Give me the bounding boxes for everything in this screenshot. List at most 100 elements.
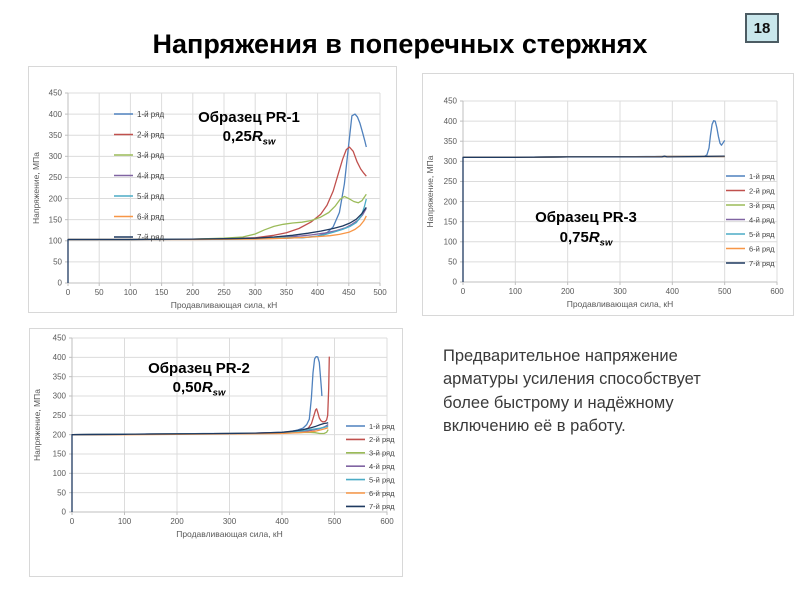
- svg-text:0: 0: [66, 288, 71, 297]
- chart-svg: 0 100 200 300 400 500 600 0 50 100 150 200 250 300 350…: [425, 97, 785, 309]
- svg-text:250: 250: [49, 173, 63, 182]
- svg-text:1-й ряд: 1-й ряд: [369, 422, 395, 431]
- svg-text:4-й ряд: 4-й ряд: [369, 462, 395, 471]
- chart-overlay-subtitle: 0,75Rsw: [560, 229, 613, 249]
- series-1-й ряд: [463, 120, 726, 158]
- chart-pr1: 0 50 100 150 200 250 300 350 400 450 500 0 50 100 150 2…: [28, 66, 397, 313]
- chart-overlay-subtitle: 0,25Rsw: [223, 128, 276, 148]
- x-axis-title: Продавливающая сила, кН: [171, 300, 278, 310]
- series-1-й ряд: [68, 113, 367, 241]
- chart-pr2: 0 100 200 300 400 500 600 0 50 100 150 200 250 300 350…: [29, 328, 403, 577]
- svg-text:100: 100: [444, 237, 458, 246]
- svg-text:400: 400: [444, 117, 458, 126]
- svg-text:300: 300: [49, 152, 63, 161]
- svg-text:300: 300: [613, 287, 627, 296]
- chart-overlay-title: Образец PR-3: [535, 209, 637, 226]
- svg-text:350: 350: [444, 137, 458, 146]
- svg-text:400: 400: [666, 287, 680, 296]
- svg-text:2-й ряд: 2-й ряд: [137, 130, 164, 139]
- chart-overlay-subtitle: 0,50Rsw: [173, 379, 226, 399]
- svg-text:3-й ряд: 3-й ряд: [137, 151, 164, 160]
- svg-text:450: 450: [342, 288, 356, 297]
- svg-text:450: 450: [49, 89, 63, 98]
- svg-text:1-й ряд: 1-й ряд: [749, 172, 775, 181]
- svg-text:4-й ряд: 4-й ряд: [749, 215, 775, 224]
- svg-text:2-й ряд: 2-й ряд: [369, 435, 395, 444]
- svg-text:500: 500: [328, 517, 342, 526]
- series-lines: [462, 120, 726, 282]
- legend: 1-й ряд 2-й ряд 3-й ряд 4-й ряд 5-й ряд 6-й р…: [726, 172, 775, 268]
- svg-text:200: 200: [49, 194, 63, 203]
- svg-text:200: 200: [170, 517, 184, 526]
- svg-text:6-й ряд: 6-й ряд: [137, 212, 164, 221]
- chart-overlay-title: Образец PR-2: [148, 360, 250, 377]
- svg-text:0: 0: [62, 508, 67, 517]
- svg-text:300: 300: [53, 392, 67, 401]
- svg-text:4-й ряд: 4-й ряд: [137, 171, 164, 180]
- svg-text:0: 0: [58, 279, 63, 288]
- series-3-й ряд: [68, 193, 367, 241]
- svg-text:250: 250: [53, 411, 67, 420]
- svg-text:200: 200: [444, 197, 458, 206]
- svg-text:500: 500: [373, 288, 387, 297]
- svg-text:300: 300: [223, 517, 237, 526]
- svg-text:7-й ряд: 7-й ряд: [369, 502, 395, 511]
- x-axis-title: Продавливающая сила, кН: [176, 529, 283, 539]
- svg-text:450: 450: [444, 97, 458, 106]
- note-line: включению её в работу.: [443, 417, 626, 436]
- svg-text:6-й ряд: 6-й ряд: [749, 244, 775, 253]
- svg-text:100: 100: [118, 517, 132, 526]
- svg-text:500: 500: [718, 287, 732, 296]
- legend: 1-й ряд 2-й ряд 3-й ряд 4-й ряд 5-й ряд 6-й р…: [346, 422, 395, 511]
- svg-text:5-й ряд: 5-й ряд: [137, 192, 164, 201]
- svg-text:350: 350: [280, 288, 294, 297]
- svg-text:50: 50: [448, 258, 457, 267]
- svg-text:7-й ряд: 7-й ряд: [137, 233, 164, 242]
- svg-text:250: 250: [444, 177, 458, 186]
- note-text: Предварительное напряжение арматуры усил…: [443, 345, 783, 439]
- svg-text:6-й ряд: 6-й ряд: [369, 489, 395, 498]
- svg-text:3-й ряд: 3-й ряд: [749, 201, 775, 210]
- svg-text:50: 50: [57, 488, 66, 497]
- svg-text:200: 200: [561, 287, 575, 296]
- chart-svg: 0 50 100 150 200 250 300 350 400 450 500 0 50 100 150 2…: [31, 89, 388, 310]
- y-axis-title: Напряжение, МПа: [31, 152, 41, 224]
- svg-text:200: 200: [186, 288, 200, 297]
- tick-labels: 0 50 100 150 200 250 300 350 400 450 500 0 50 100 150 2…: [49, 89, 388, 297]
- series-lines: [67, 113, 367, 283]
- svg-text:600: 600: [380, 517, 394, 526]
- note-line: арматуры усиления способствует: [443, 370, 701, 389]
- note-line: Предварительное напряжение: [443, 347, 678, 365]
- y-axis-title: Напряжение, МПа: [425, 155, 435, 227]
- svg-text:400: 400: [275, 517, 289, 526]
- chart-svg: 0 100 200 300 400 500 600 0 50 100 150 200 250 300 350…: [32, 334, 395, 539]
- tick-labels: 0 100 200 300 400 500 600 0 50 100 150 200 250 300 350…: [444, 97, 785, 296]
- svg-text:400: 400: [53, 353, 67, 362]
- series-lines: [71, 355, 330, 512]
- svg-text:600: 600: [770, 287, 784, 296]
- svg-text:2-й ряд: 2-й ряд: [749, 186, 775, 195]
- series-7-й ряд: [71, 422, 329, 512]
- svg-text:100: 100: [49, 236, 63, 245]
- legend: 1-й ряд 2-й ряд 3-й ряд 4-й ряд 5-й ряд 6-й р…: [114, 110, 164, 242]
- svg-text:300: 300: [444, 157, 458, 166]
- svg-text:400: 400: [49, 110, 63, 119]
- svg-text:150: 150: [444, 217, 458, 226]
- tick-labels: 0 100 200 300 400 500 600 0 50 100 150 200 250 300 350…: [53, 334, 395, 526]
- svg-text:100: 100: [509, 287, 523, 296]
- svg-text:150: 150: [155, 288, 169, 297]
- series-7-й ряд: [67, 207, 367, 283]
- svg-text:5-й ряд: 5-й ряд: [749, 230, 775, 239]
- svg-text:450: 450: [53, 334, 67, 343]
- svg-text:3-й ряд: 3-й ряд: [369, 449, 395, 458]
- svg-text:0: 0: [461, 287, 466, 296]
- y-axis-title: Напряжение, МПа: [32, 389, 42, 461]
- svg-text:150: 150: [49, 215, 63, 224]
- svg-text:200: 200: [53, 430, 67, 439]
- slide-number-badge: 18: [745, 13, 779, 43]
- series-2-й ряд: [68, 146, 367, 241]
- svg-text:0: 0: [453, 278, 458, 287]
- x-axis-title: Продавливающая сила, кН: [567, 299, 674, 309]
- chart-pr3: 0 100 200 300 400 500 600 0 50 100 150 200 250 300 350…: [422, 73, 794, 316]
- svg-text:50: 50: [53, 258, 62, 267]
